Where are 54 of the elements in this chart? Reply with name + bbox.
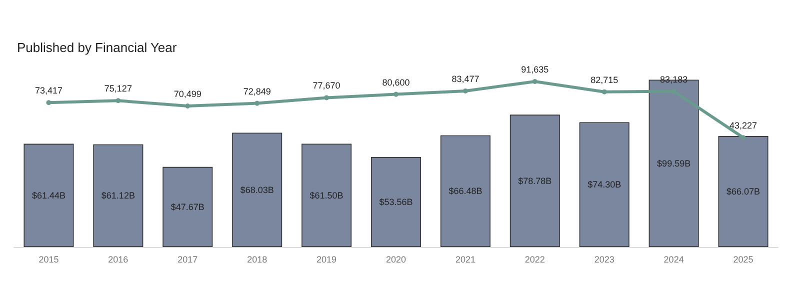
- point: [185, 104, 190, 109]
- data-label: 72,849: [243, 86, 271, 96]
- data-label: $99.59B: [657, 158, 691, 168]
- bar: [162, 166, 213, 247]
- point: [46, 100, 52, 106]
- bar: [93, 144, 144, 247]
- data-label: 70,499: [174, 89, 202, 100]
- data-label: 80,600: [382, 77, 410, 88]
- data-label: 82,715: [590, 74, 618, 85]
- bar: [302, 144, 352, 247]
- data-label: 75,127: [104, 84, 132, 94]
- point: [324, 95, 330, 100]
- x-tick-label: 2022: [524, 254, 545, 264]
- data-label: 83,183: [660, 74, 688, 84]
- bar: [232, 132, 282, 247]
- x-tick-label: 2015: [38, 254, 59, 264]
- x-tick-label: 2016: [108, 254, 128, 264]
- point: [116, 98, 121, 104]
- point: [602, 89, 607, 94]
- data-label: 73,417: [34, 86, 62, 96]
- point: [394, 92, 398, 97]
- data-label: $61.50B: [310, 190, 344, 200]
- x-tick-label: 2020: [386, 254, 406, 264]
- x-tick-label: 2023: [594, 254, 614, 264]
- data-label: $74.30B: [588, 180, 622, 190]
- bar: [718, 136, 768, 247]
- data-label: $53.56B: [379, 197, 413, 208]
- chart-title: Published by Financial Year: [17, 40, 178, 55]
- point: [462, 88, 468, 94]
- data-label: $61.12B: [101, 190, 135, 201]
- data-label: $78.78B: [518, 176, 552, 186]
- data-label: $68.03B: [240, 184, 274, 195]
- x-tick-label: 2019: [316, 254, 337, 264]
- x-tick-label: 2025: [733, 254, 754, 264]
- data-label: 83,477: [452, 74, 480, 84]
- bar: [579, 122, 630, 247]
- data-label: $66.48B: [448, 186, 482, 196]
- data-label: $61.44B: [32, 190, 66, 200]
- x-tick-label: 2018: [247, 254, 268, 264]
- x-tick-label: 2021: [455, 254, 476, 264]
- data-label: 43,227: [730, 120, 758, 131]
- point: [532, 79, 538, 84]
- bar: [370, 157, 422, 247]
- data-label: 77,670: [312, 80, 340, 91]
- data-label: $47.67B: [170, 202, 204, 212]
- data-label: 91,635: [521, 64, 549, 75]
- x-tick-label: 2017: [178, 254, 198, 264]
- bar: [510, 114, 560, 247]
- point: [254, 100, 260, 106]
- bar: [24, 144, 74, 247]
- x-tick-label: 2024: [664, 254, 684, 264]
- data-label: $66.07B: [726, 186, 760, 197]
- point: [740, 135, 746, 140]
- bar: [440, 135, 490, 247]
